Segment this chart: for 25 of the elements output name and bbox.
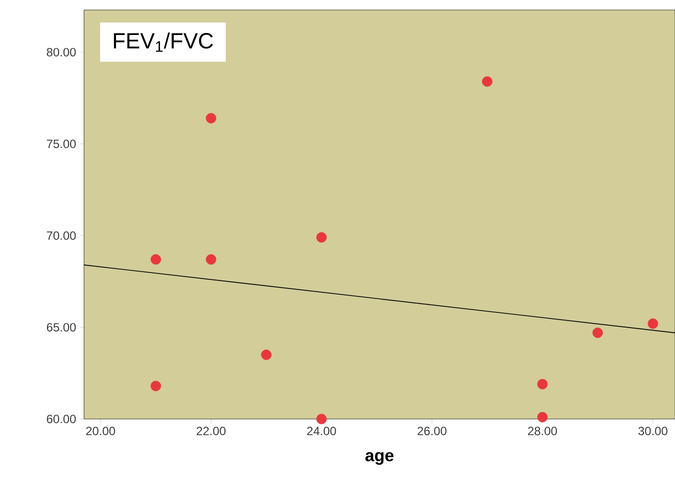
x-tick-label: 28.00: [528, 426, 557, 436]
x-tick-label: 20.00: [86, 426, 116, 436]
text: FEV$_{1}$/FVC: [114, 32, 213, 52]
point: [316, 232, 327, 243]
x-tick-label: 22.00: [196, 426, 226, 436]
point: [150, 380, 162, 392]
point: [537, 378, 548, 390]
x-tick-label: 26.00: [418, 426, 446, 436]
point: [648, 318, 658, 329]
point: [537, 412, 548, 422]
y-tick-label: 75.00: [46, 140, 76, 148]
y-tick-label: 65.00: [46, 323, 76, 332]
y-tick-label: 80.00: [46, 48, 76, 56]
point: [206, 254, 216, 265]
point: [482, 76, 492, 87]
y-tick-label: 70.00: [46, 231, 76, 240]
point: [592, 328, 603, 338]
x-tick-label: 24.00: [307, 426, 336, 436]
x-tick-label: 30.00: [638, 426, 668, 436]
point: [261, 350, 272, 360]
point: [150, 254, 162, 265]
y-tick-label: 60.00: [46, 414, 76, 424]
point: [206, 113, 216, 124]
x-axis-title: age: [365, 452, 394, 465]
point: [316, 414, 327, 424]
